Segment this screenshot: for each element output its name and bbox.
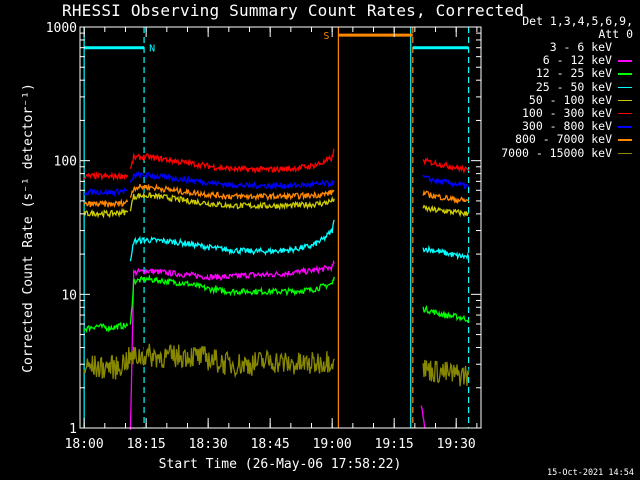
series-2 [83, 274, 470, 334]
legend-label: 50 - 100 keV [528, 92, 612, 107]
legend-swatch [618, 139, 632, 141]
series-3 [129, 219, 470, 262]
status-bar-label-1: S [323, 31, 329, 42]
series-6 [83, 171, 470, 198]
legend-label: 6 - 12 keV [542, 53, 612, 68]
legend-item-3: 25 - 50 keV [484, 79, 634, 94]
series-5-segment-2 [422, 157, 470, 175]
legend-label: 300 - 800 keV [521, 119, 612, 134]
x-tick-label-6: 19:30 [437, 437, 476, 452]
series-2-segment-2 [422, 304, 470, 324]
chart-title: RHESSI Observing Summary Count Rates, Co… [62, 1, 525, 20]
y-tick-label-2: 100 [54, 155, 77, 170]
series-2-segment-0 [83, 321, 129, 334]
series-4 [83, 191, 469, 219]
legend-swatch [618, 126, 632, 128]
legend-label: 3 - 6 keV [549, 40, 612, 54]
series-1-segment-0 [129, 259, 335, 430]
legend-swatch [618, 60, 632, 62]
x-tick-label-1: 18:15 [127, 437, 166, 452]
series-1 [129, 259, 426, 430]
series-2-segment-1 [129, 274, 335, 325]
legend-header-line-2: Att 0 [598, 27, 633, 41]
legend-item-5: 100 - 300 keV [484, 105, 634, 120]
series-3-segment-0 [129, 219, 335, 262]
plot-frame [79, 26, 482, 429]
legend-label: 25 - 50 keV [535, 79, 612, 94]
series-7-segment-0 [83, 198, 129, 209]
legend-swatch [618, 47, 632, 49]
y-tick-label-3: 1000 [46, 21, 77, 36]
legend-swatch [618, 73, 632, 75]
series-4-segment-2 [422, 204, 469, 218]
legend-label: 12 - 25 keV [535, 66, 612, 81]
legend-item-7: 800 - 7000 keV [484, 133, 634, 146]
series-6-segment-2 [422, 174, 470, 189]
series-7 [83, 183, 470, 209]
tick-labels: 18:00 18:15 18:30 18:45 19:00 19:15 19:30 1 10 10… [46, 21, 476, 452]
legend: 3 - 6 keV 6 - 12 keV 12 - 25 keV 25 - 50 ke… [484, 40, 634, 160]
y-tick-label-0: 1 [69, 422, 77, 437]
legend-swatch [618, 112, 632, 115]
legend-header-line-1: Det 1,3,4,5,6,9, [522, 14, 633, 28]
legend-item-6: 300 - 800 keV [484, 120, 634, 133]
legend-swatch [618, 86, 632, 89]
legend-item-2: 12 - 25 keV [484, 67, 634, 80]
series-6-segment-0 [83, 187, 128, 198]
x-tick-label-0: 18:00 [65, 437, 104, 452]
legend-item-0: 3 - 6 keV [484, 40, 634, 54]
legend-item-1: 6 - 12 keV [484, 54, 634, 67]
series-8-segment-0 [83, 343, 335, 380]
series-7-segment-1 [129, 183, 335, 202]
y-axis-label: Corrected Count Rate (s⁻¹ detector⁻¹) [21, 83, 36, 373]
x-tick-label-5: 19:15 [375, 437, 414, 452]
legend-label: 7000 - 15000 keV [501, 145, 612, 160]
x-axis-label: Start Time (26-May-06 17:58:22) [159, 457, 402, 472]
x-tick-label-4: 19:00 [313, 437, 352, 452]
series-8 [83, 343, 470, 387]
series-5-segment-1 [129, 148, 335, 175]
footer-date: 15-Oct-2021 14:54 [547, 468, 634, 478]
series-7-segment-2 [422, 189, 470, 205]
series-4-segment-1 [129, 191, 335, 212]
y-tick-label-1: 10 [61, 288, 77, 303]
status-bars: NS [84, 31, 469, 55]
legend-item-4: 50 - 100 keV [484, 92, 634, 107]
series-4-segment-0 [83, 207, 129, 219]
legend-swatch [618, 152, 632, 154]
series-3-segment-1 [422, 244, 470, 261]
legend-label: 100 - 300 keV [521, 105, 612, 120]
x-tick-label-2: 18:30 [189, 437, 228, 452]
x-tick-label-3: 18:45 [251, 437, 290, 452]
status-bar-label-0: N [149, 44, 155, 55]
series-5 [83, 148, 470, 182]
series-5-segment-0 [83, 171, 129, 182]
series-lines [83, 148, 470, 430]
series-6-segment-1 [129, 171, 335, 191]
legend-swatch [618, 99, 632, 102]
legend-label: 800 - 7000 keV [515, 132, 612, 147]
series-8-segment-1 [422, 359, 470, 387]
series-1-segment-1 [420, 405, 426, 429]
axes [79, 26, 482, 429]
legend-item-8: 7000 - 15000 keV [484, 145, 634, 160]
